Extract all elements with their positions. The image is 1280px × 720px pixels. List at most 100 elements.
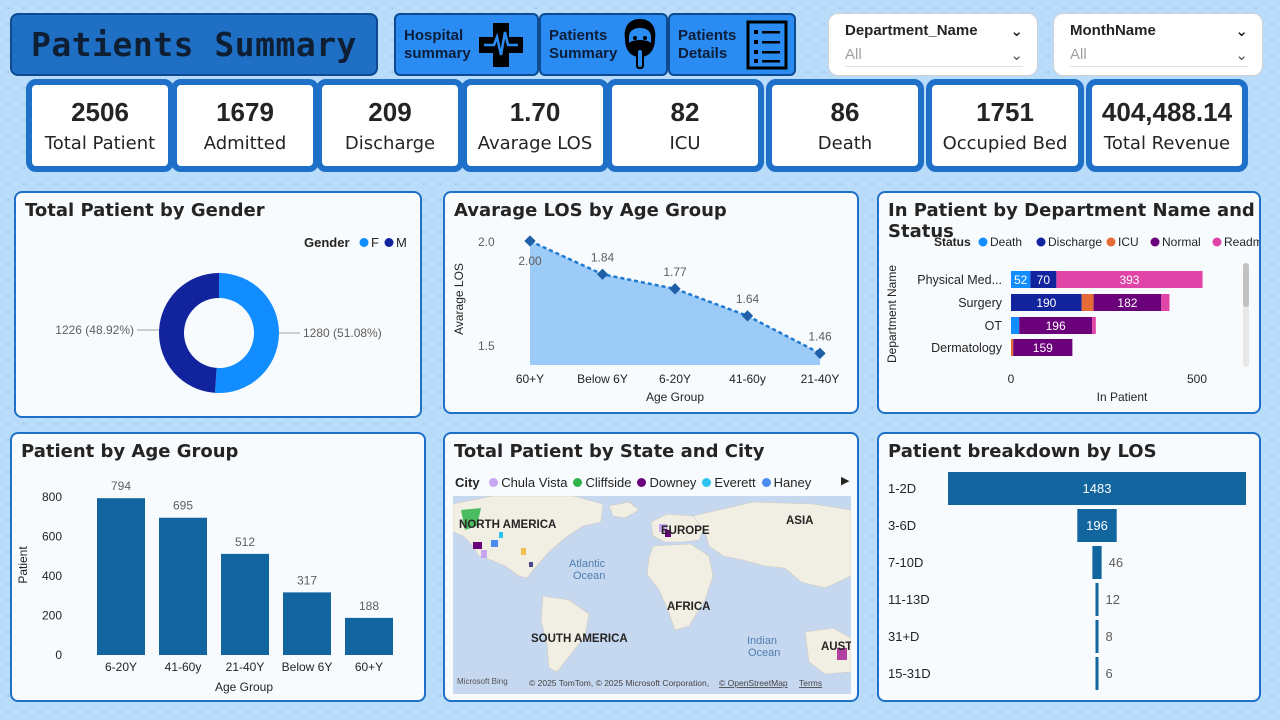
map-legend-title: City: [455, 475, 480, 490]
legend-label: Downey: [649, 475, 697, 490]
kpi-label: Admitted: [203, 133, 287, 154]
month-slicer-dropdown[interactable]: All ⌄: [1070, 46, 1248, 67]
bar-segment-readmit[interactable]: [1092, 317, 1096, 334]
age-bar[interactable]: [221, 553, 269, 655]
map-legend-item[interactable]: Everett: [702, 475, 756, 490]
kpi-value: 1751: [976, 97, 1034, 127]
kpi-label: Total Revenue: [1103, 133, 1231, 154]
legend-dot: [702, 478, 712, 487]
y-tick-label: 0: [55, 648, 62, 662]
legend-label-normal[interactable]: Normal: [1162, 235, 1201, 249]
hospital-cross-icon: [479, 22, 523, 67]
bar-segment-death[interactable]: [1011, 271, 1031, 288]
los-bar[interactable]: [1092, 546, 1102, 579]
legend-dot-normal: [1150, 237, 1160, 247]
los-bar[interactable]: [1077, 509, 1117, 542]
bar-segment-normal[interactable]: [1019, 317, 1093, 334]
bar-segment-readmit[interactable]: [1161, 294, 1170, 311]
bar-data-label: 188: [359, 599, 379, 613]
map-label-atlantic: Atlantic: [569, 558, 606, 570]
legend-label: Haney: [773, 475, 812, 490]
kpi-label: Total Patient: [44, 133, 156, 154]
x-tick-label: 500: [1187, 372, 1207, 386]
y-axis-label: Avarage LOS: [452, 263, 466, 335]
legend-label-death[interactable]: Death: [990, 235, 1022, 249]
bar-data-label: 196: [1086, 518, 1108, 533]
kpi-icu: 82 ICU: [606, 79, 764, 172]
x-tick-label: 60+Y: [355, 660, 383, 674]
chevron-down-icon: ⌄: [1010, 47, 1023, 64]
bar-data-label: 182: [1117, 296, 1137, 310]
map-label-indian: Indian: [747, 635, 777, 647]
legend-next-icon[interactable]: ▶: [841, 475, 850, 487]
legend-title: Status: [934, 235, 971, 249]
los-breakdown-funnel-chart: 1-2D 1483 3-6D 196 7-10D 46 11-13D 12 31+D 8 15-31…: [888, 472, 1246, 690]
los-point[interactable]: [814, 347, 826, 359]
month-slicer[interactable]: MonthName ⌄ All ⌄: [1053, 13, 1263, 76]
nav-hospital-summary-button[interactable]: Hospital summary: [394, 13, 539, 76]
age-bar[interactable]: [97, 498, 145, 655]
kpi-total-revenue: 404,488.14 Total Revenue: [1086, 79, 1248, 172]
bar-data-label: 6: [1106, 666, 1113, 681]
los-bar[interactable]: [1095, 620, 1099, 653]
state-city-map-card: Total Patient by State and City City Chu…: [443, 432, 859, 702]
map-legend-item[interactable]: Downey: [637, 475, 696, 490]
kpi-label: ICU: [669, 133, 701, 154]
kpi-value: 86: [830, 97, 860, 127]
bar-data-label: 70: [1037, 273, 1051, 287]
bar-segment-icu[interactable]: [1011, 339, 1014, 356]
scrollbar-thumb[interactable]: [1243, 263, 1249, 307]
map-legend-item[interactable]: Chula Vista: [489, 475, 567, 490]
bar-segment-normal[interactable]: [1093, 294, 1162, 311]
los-bar[interactable]: [1095, 657, 1099, 690]
legend-label-icu[interactable]: ICU: [1118, 235, 1139, 249]
kpi-label: Occupied Bed: [942, 133, 1068, 154]
age-bar[interactable]: [283, 592, 331, 655]
legend-m-label[interactable]: M: [396, 235, 407, 250]
los-bar[interactable]: [948, 472, 1246, 505]
bar-data-label: 52: [1014, 273, 1028, 287]
legend-label: Chula Vista: [501, 475, 568, 490]
bar-data-label: 512: [235, 535, 255, 549]
los-bar[interactable]: [1095, 583, 1099, 616]
legend-label-discharge[interactable]: Discharge: [1048, 235, 1102, 249]
bar-segment-discharge[interactable]: [1030, 271, 1057, 288]
y-tick: 2.0: [478, 235, 495, 249]
chevron-down-icon[interactable]: ⌄: [1010, 23, 1023, 40]
bar-data-label: 46: [1109, 555, 1123, 570]
legend-f-label[interactable]: F: [371, 235, 379, 250]
map-label-africa: AFRICA: [667, 601, 710, 613]
department-slicer[interactable]: Department_Name ⌄ All ⌄: [828, 13, 1038, 76]
department-slicer-dropdown[interactable]: All ⌄: [845, 46, 1023, 67]
los-data-label: 1.77: [663, 265, 687, 279]
legend-label-readmit[interactable]: Readmit: [1224, 235, 1259, 249]
bar-segment-discharge[interactable]: [1011, 294, 1082, 311]
map-osm-link[interactable]: © OpenStreetMap: [719, 678, 788, 688]
x-tick-label: 6-20Y: [105, 660, 137, 674]
chevron-down-icon[interactable]: ⌄: [1235, 23, 1248, 40]
age-bar[interactable]: [159, 517, 207, 655]
map-logo: Microsoft Bing: [457, 677, 508, 686]
map-terms-link[interactable]: Terms: [799, 678, 822, 688]
bar-segment-readmit[interactable]: [1056, 271, 1203, 288]
donut-slice-f[interactable]: [214, 273, 279, 393]
map-legend-item[interactable]: Cliffside: [573, 475, 631, 490]
nav-patients-summary-button[interactable]: Patients Summary: [539, 13, 668, 76]
bar-segment-normal[interactable]: [1013, 339, 1073, 356]
map-legend-item[interactable]: Haney: [761, 475, 812, 490]
y-tick-label: 400: [42, 569, 62, 583]
world-map[interactable]: NORTH AMERICA EUROPE ASIA AFRICA SOUTH A…: [453, 496, 851, 694]
age-bar[interactable]: [345, 617, 393, 655]
bar-data-label: 695: [173, 499, 193, 513]
kpi-label: Discharge: [344, 133, 436, 154]
bar-segment-death[interactable]: [1011, 317, 1020, 334]
donut-slice-m[interactable]: [158, 273, 219, 393]
map-label-asia: ASIA: [786, 515, 813, 527]
nav-patients-details-button[interactable]: Patients Details: [668, 13, 796, 76]
bar-segment-icu[interactable]: [1081, 294, 1094, 311]
y-tick-label: 200: [42, 609, 62, 623]
map-label-aus: AUST: [821, 641, 851, 653]
y-axis-label: Patient: [16, 546, 30, 584]
y-tick-label: 800: [42, 490, 62, 504]
chart-title: Total Patient by State and City: [454, 441, 765, 462]
